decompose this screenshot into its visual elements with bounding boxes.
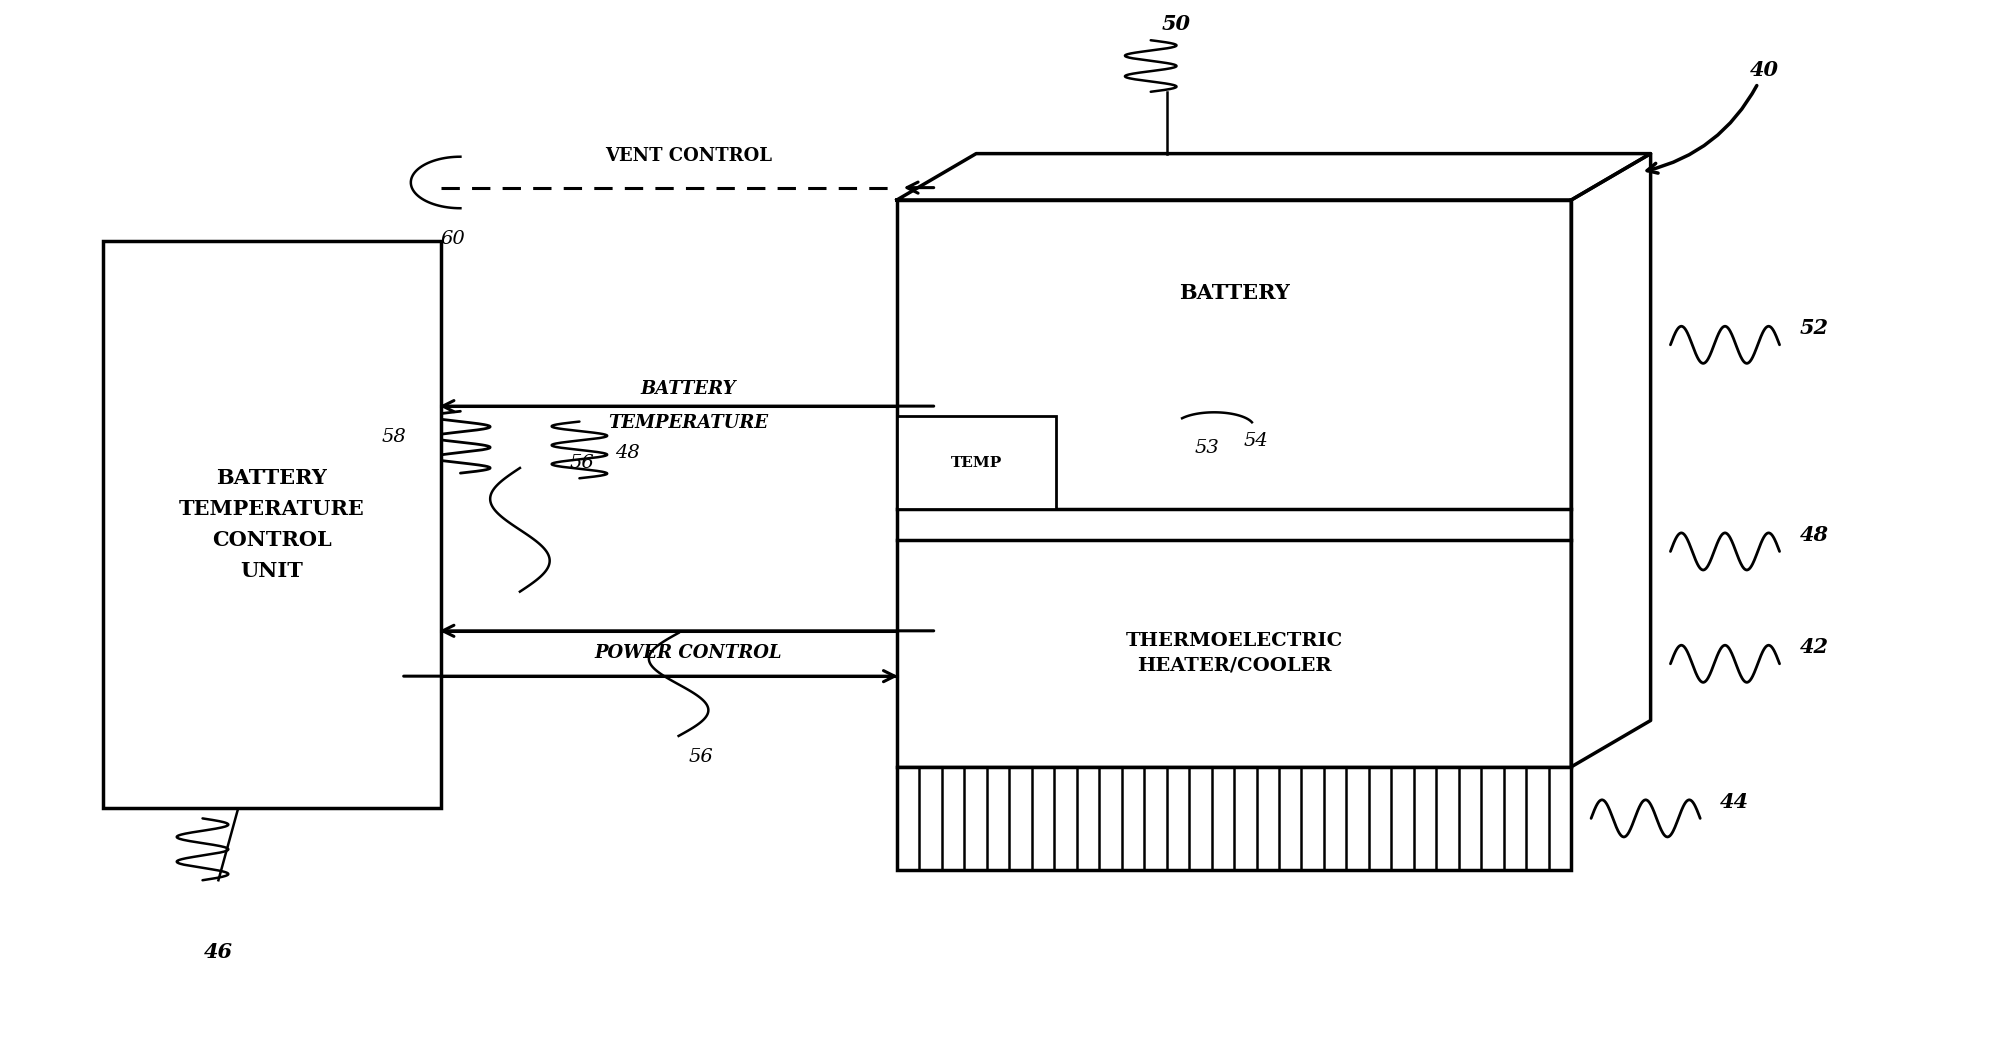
Bar (896, 417, 1056, 509)
Text: 48: 48 (616, 444, 639, 461)
Bar (104, 241, 440, 808)
Text: 54: 54 (1243, 432, 1269, 450)
Text: 53: 53 (1195, 438, 1219, 456)
Text: BATTERY
TEMPERATURE
CONTROL
UNIT: BATTERY TEMPERATURE CONTROL UNIT (179, 468, 365, 582)
Text: 50: 50 (1161, 14, 1191, 34)
Text: BATTERY: BATTERY (641, 380, 737, 398)
Text: 56: 56 (689, 748, 713, 766)
Bar (896, 767, 1572, 870)
Text: 60: 60 (440, 231, 466, 248)
Polygon shape (1572, 154, 1651, 767)
Text: 48: 48 (1799, 525, 1829, 545)
Text: POWER CONTROL: POWER CONTROL (596, 644, 783, 663)
Text: 56: 56 (570, 454, 594, 472)
Text: 52: 52 (1799, 319, 1829, 339)
Bar (896, 199, 1572, 767)
Text: TEMPERATURE: TEMPERATURE (608, 415, 769, 432)
Text: 58: 58 (380, 428, 406, 446)
Text: THERMOELECTRIC
HEATER/COOLER: THERMOELECTRIC HEATER/COOLER (1125, 632, 1343, 675)
Text: BATTERY: BATTERY (1179, 283, 1289, 302)
Text: VENT CONTROL: VENT CONTROL (606, 146, 773, 165)
Polygon shape (896, 154, 1651, 199)
Text: 46: 46 (203, 941, 233, 961)
Text: TEMP: TEMP (950, 456, 1002, 470)
Text: 40: 40 (1647, 60, 1779, 174)
Text: 44: 44 (1719, 792, 1749, 812)
Text: 42: 42 (1799, 638, 1829, 658)
